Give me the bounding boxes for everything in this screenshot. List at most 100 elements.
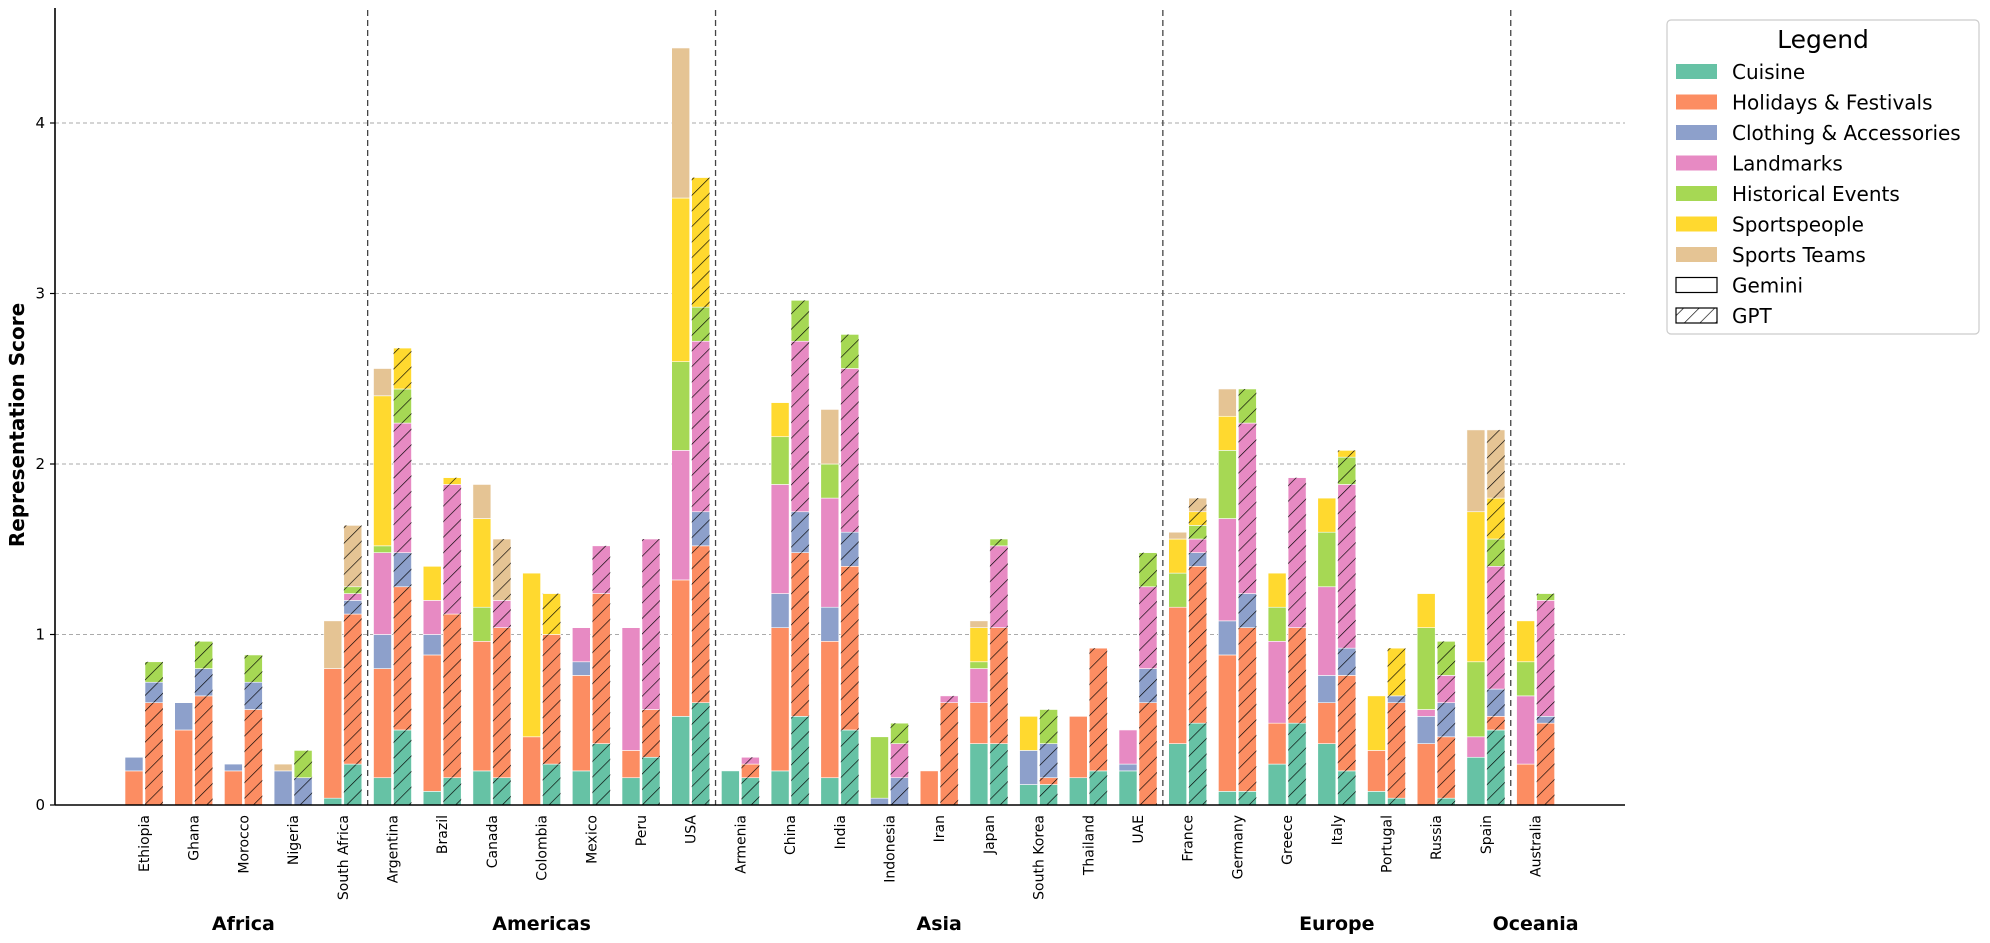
bar-segment-gemini bbox=[1267, 641, 1287, 724]
bar-hatch-overlay bbox=[343, 614, 362, 765]
bar-hatch-overlay bbox=[393, 552, 412, 587]
bar-segment-gemini bbox=[1218, 518, 1237, 622]
bar-hatch-overlay bbox=[145, 661, 163, 683]
bar-segment-gemini bbox=[671, 47, 691, 199]
x-tick-label: Japan bbox=[982, 815, 998, 855]
bar-hatch-overlay bbox=[1437, 736, 1456, 799]
bar-segment-gemini bbox=[1168, 572, 1187, 608]
bar-segment-gemini bbox=[1317, 675, 1337, 703]
bar-hatch-overlay bbox=[393, 348, 412, 389]
bar-hatch-overlay bbox=[840, 368, 859, 533]
bar-hatch-overlay bbox=[940, 702, 959, 805]
bar-hatch-overlay bbox=[1486, 539, 1505, 567]
bar-segment-gemini bbox=[1516, 661, 1535, 697]
bar-segment-gemini bbox=[1516, 763, 1535, 806]
bar-hatch-overlay bbox=[1139, 552, 1157, 587]
bar-hatch-overlay bbox=[443, 777, 462, 805]
region-label: Oceania bbox=[1493, 913, 1579, 935]
bar-hatch-overlay bbox=[244, 709, 263, 805]
bar-hatch-overlay bbox=[244, 654, 263, 683]
bar-hatch-overlay bbox=[1238, 593, 1257, 628]
bar-hatch-overlay bbox=[691, 511, 710, 546]
bar-segment-gemini bbox=[1168, 743, 1187, 806]
bar-segment-gemini bbox=[1466, 661, 1486, 738]
x-tick-label: USA bbox=[684, 815, 700, 844]
bar-segment-gemini bbox=[373, 552, 392, 635]
bar-segment-gemini bbox=[671, 450, 691, 581]
bar-hatch-overlay bbox=[592, 593, 611, 744]
y-tick-label: 1 bbox=[35, 626, 45, 644]
bar-segment-gemini bbox=[1267, 763, 1287, 806]
bar-segment-gemini bbox=[820, 497, 840, 608]
bar-hatch-overlay bbox=[145, 702, 163, 805]
region-label: Africa bbox=[212, 913, 275, 935]
bar-segment-gemini bbox=[1218, 388, 1237, 417]
legend-label: Holidays & Festivals bbox=[1732, 91, 1933, 115]
x-tick-label: China bbox=[783, 815, 799, 855]
x-tick-label: Russia bbox=[1429, 815, 1445, 860]
bar-hatch-overlay bbox=[542, 764, 561, 805]
bar-segment-gemini bbox=[671, 716, 691, 806]
bar-segment-gemini bbox=[721, 770, 740, 806]
bar-hatch-overlay bbox=[890, 723, 909, 744]
bar-hatch-overlay bbox=[343, 600, 362, 615]
bar-segment-gemini bbox=[224, 763, 243, 772]
bar-hatch-overlay bbox=[1288, 627, 1307, 724]
y-ticks: 0 1 2 3 4 bbox=[35, 114, 55, 814]
bar-segment-gemini bbox=[422, 565, 442, 601]
bar-hatch-overlay bbox=[343, 764, 362, 805]
legend-swatch bbox=[1676, 125, 1717, 140]
x-tick-label: Italy bbox=[1330, 815, 1346, 845]
bar-segment-gemini bbox=[422, 791, 442, 806]
bar-segment-gemini bbox=[373, 668, 392, 779]
bar-hatch-overlay bbox=[1139, 668, 1157, 703]
bar-hatch-overlay bbox=[1039, 709, 1058, 744]
bar-segment-gemini bbox=[671, 361, 691, 451]
bar-segment-gemini bbox=[1019, 784, 1038, 806]
region-label: Americas bbox=[492, 913, 591, 935]
x-tick-label: Thailand bbox=[1081, 815, 1097, 876]
bar-segment-gemini bbox=[1118, 770, 1138, 806]
bar-segment-gemini bbox=[770, 484, 790, 594]
bar-hatch-overlay bbox=[840, 532, 859, 567]
x-tick-label: Brazil bbox=[435, 815, 451, 854]
bar-hatch-overlay bbox=[1089, 648, 1108, 771]
y-tick-label: 2 bbox=[35, 455, 45, 473]
bar-segment-gemini bbox=[770, 770, 790, 806]
bar-segment-gemini bbox=[472, 606, 492, 642]
legend-label: Historical Events bbox=[1732, 182, 1900, 206]
legend-label: Clothing & Accessories bbox=[1732, 121, 1961, 145]
bar-hatch-overlay bbox=[791, 341, 810, 512]
bar-segment-gemini bbox=[1317, 702, 1337, 744]
bar-hatch-overlay bbox=[1139, 586, 1157, 669]
bar-hatch-overlay bbox=[492, 539, 511, 601]
bar-segment-gemini bbox=[820, 606, 840, 642]
region-label: Asia bbox=[917, 913, 962, 935]
bar-hatch-overlay bbox=[393, 586, 412, 730]
legend-title: Legend bbox=[1777, 25, 1869, 54]
bar-segment-gemini bbox=[273, 763, 293, 772]
axes bbox=[54, 8, 1625, 806]
bar-segment-gemini bbox=[770, 627, 790, 772]
bar-segment-gemini bbox=[1267, 572, 1287, 608]
bar-hatch-overlay bbox=[393, 423, 412, 553]
bar-hatch-overlay bbox=[1437, 641, 1456, 676]
bar-hatch-overlay bbox=[343, 586, 362, 594]
x-tick-label: Spain bbox=[1479, 815, 1495, 854]
bar-segment-gemini bbox=[969, 627, 989, 663]
bar-hatch-overlay bbox=[642, 539, 660, 710]
legend: Legend Cuisine Holidays & Festivals Clothi… bbox=[1666, 19, 1980, 335]
bar-segment-gemini bbox=[1168, 606, 1187, 744]
bar-segment-gemini bbox=[522, 736, 541, 806]
bar-hatch-overlay bbox=[1486, 498, 1505, 540]
bar-hatch-overlay bbox=[1387, 798, 1406, 805]
x-tick-label: Greece bbox=[1280, 815, 1296, 865]
bar-segment-gemini bbox=[820, 777, 840, 806]
bar-hatch-overlay bbox=[840, 334, 859, 369]
bar-segment-gemini bbox=[373, 777, 392, 806]
bar-segment-gemini bbox=[571, 661, 591, 676]
bar-segment-gemini bbox=[870, 797, 889, 806]
x-tick-label: Indonesia bbox=[883, 815, 899, 883]
bar-hatch-overlay bbox=[1536, 716, 1555, 724]
bar-hatch-overlay bbox=[492, 600, 511, 628]
